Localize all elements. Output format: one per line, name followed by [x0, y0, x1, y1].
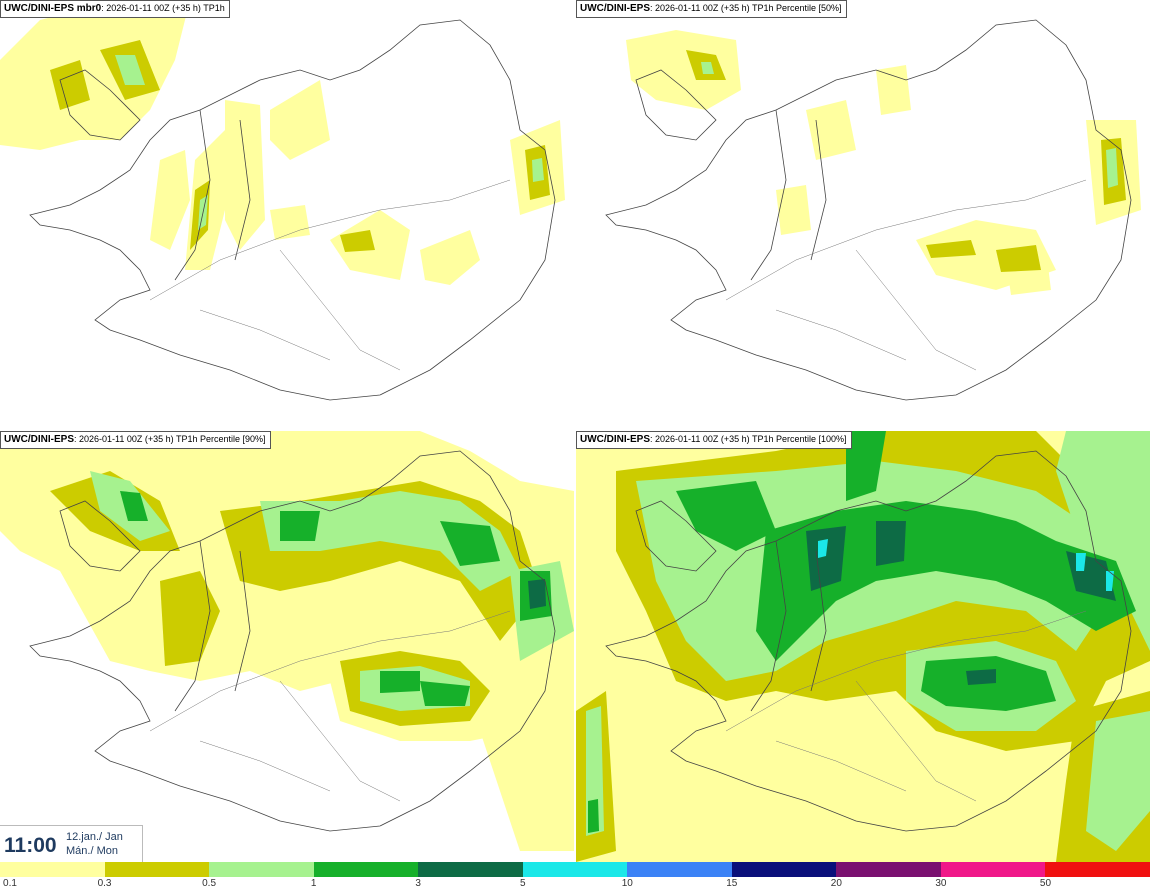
legend-tick-label: 0.1 [3, 878, 17, 889]
precip-shading [0, 0, 565, 285]
precip-map-p100 [576, 431, 1150, 862]
precip-shading-high [701, 62, 1118, 188]
coastline [605, 450, 1132, 832]
valid-weekday: Mán./ Mon [66, 845, 118, 857]
legend-swatch [836, 862, 941, 877]
panel-title-p90: UWC/DINI-EPS: 2026-01-11 00Z (+35 h) TP1… [0, 431, 271, 449]
precip-map-mbr0 [0, 0, 565, 401]
legend-tick-label: 50 [1039, 878, 1052, 889]
panel-title-mbr0: UWC/DINI-EPS mbr0: 2026-01-11 00Z (+35 h… [0, 0, 230, 18]
map-panel-mbr0: UWC/DINI-EPS mbr0: 2026-01-11 00Z (+35 h… [0, 0, 574, 429]
legend-swatch [940, 862, 1046, 877]
legend-swatch [418, 862, 523, 877]
coastline [29, 450, 556, 832]
roads [725, 179, 1087, 371]
roads [725, 610, 1087, 802]
valid-date: 12.jan./ Jan [66, 831, 123, 843]
precip-shading-extreme [818, 539, 1114, 591]
precip-map-p50 [605, 19, 1141, 401]
legend-swatches [0, 862, 1150, 877]
legend-tick-label: 0.5 [202, 878, 217, 889]
precip-shading-very-heavy [528, 579, 546, 609]
legend-tick-label: 0.3 [97, 878, 112, 889]
valid-time: 11:00 [4, 834, 57, 857]
roads [149, 610, 511, 802]
legend-swatch [522, 862, 628, 877]
panel-title-p50: UWC/DINI-EPS: 2026-01-11 00Z (+35 h) TP1… [576, 0, 847, 18]
legend-swatch [1045, 862, 1150, 877]
coastline [605, 19, 1132, 401]
legend-tick-label: 5 [519, 878, 526, 889]
roads [149, 179, 511, 371]
legend-tick-label: 10 [621, 878, 633, 889]
map-panel-p100: UWC/DINI-EPS: 2026-01-11 00Z (+35 h) TP1… [576, 431, 1150, 862]
panel-divider-vertical [574, 0, 576, 862]
map-panel-p50: UWC/DINI-EPS: 2026-01-11 00Z (+35 h) TP1… [576, 0, 1150, 429]
legend-tick-label: 15 [726, 878, 738, 889]
legend-swatch [104, 862, 210, 877]
color-legend: 0.1 0.3 0.5 1 3 5 10 15 20 30 50 [0, 862, 1150, 891]
legend-swatch [627, 862, 732, 877]
precip-map-p90 [0, 431, 574, 862]
legend-tick-label: 1 [310, 878, 317, 889]
precip-shading [626, 30, 1141, 295]
legend-swatch [0, 862, 105, 877]
legend-swatch [731, 862, 837, 877]
panel-title-p100: UWC/DINI-EPS: 2026-01-11 00Z (+35 h) TP1… [576, 431, 852, 449]
legend-swatch [313, 862, 419, 877]
precip-shading-heavy [588, 431, 1136, 833]
legend-tick-label: 30 [935, 878, 947, 889]
valid-time-box: 11:00 12.jan./ Jan Mán./ Mon [0, 825, 143, 863]
panel-divider-horizontal [0, 429, 1150, 431]
legend-tick-label: 20 [830, 878, 842, 889]
coastline [29, 19, 556, 401]
map-panel-p90: UWC/DINI-EPS: 2026-01-11 00Z (+35 h) TP1… [0, 431, 574, 862]
legend-tick-label: 3 [415, 878, 421, 889]
legend-swatch [209, 862, 314, 877]
